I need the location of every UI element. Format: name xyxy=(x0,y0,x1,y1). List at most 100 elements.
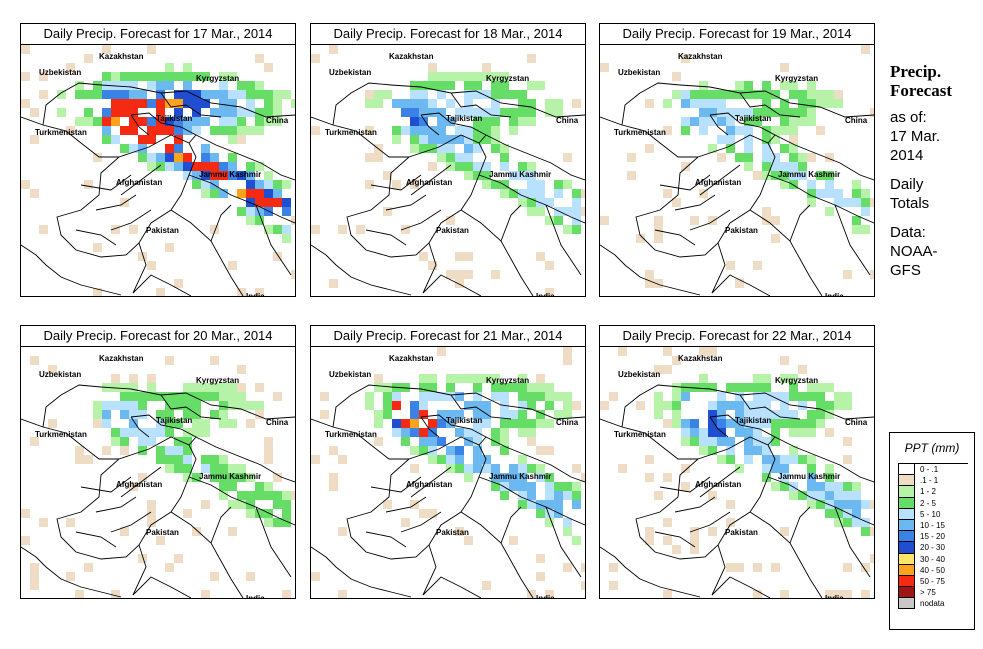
precip-cell xyxy=(428,108,437,117)
precip-cell xyxy=(455,446,464,455)
precip-cell xyxy=(428,144,437,153)
precip-cell xyxy=(120,126,129,135)
precip-cell xyxy=(491,144,500,153)
precip-cell xyxy=(518,473,527,482)
precip-cell xyxy=(663,590,672,598)
country-border xyxy=(711,209,823,296)
precip-cell xyxy=(717,437,726,446)
precip-cell xyxy=(807,198,816,207)
map-label-pakistan: Pakistan xyxy=(725,226,758,235)
precip-cell xyxy=(518,455,527,464)
precip-cell xyxy=(428,455,437,464)
precip-cell xyxy=(744,162,753,171)
precip-cell xyxy=(843,482,852,491)
precip-cell xyxy=(273,225,282,234)
country-border xyxy=(767,436,874,526)
precip-cell xyxy=(762,410,771,419)
precip-cell xyxy=(311,455,320,464)
precip-cell xyxy=(165,401,174,410)
precip-map: Kazakhstan Uzbekistan Kyrgyzstan Tajikistan… xyxy=(311,45,585,296)
precip-cell xyxy=(473,108,482,117)
precip-cell xyxy=(410,464,419,473)
forecast-panel: Daily Precip. Forecast for 20 Mar., 2014… xyxy=(20,325,296,599)
precip-cell xyxy=(210,473,219,482)
legend-label: 40 - 50 xyxy=(920,565,945,575)
precip-cell xyxy=(147,117,156,126)
precip-cell xyxy=(554,500,563,509)
precip-cell xyxy=(527,392,536,401)
precip-cell xyxy=(455,527,464,536)
precip-cell xyxy=(807,90,816,99)
precip-cell xyxy=(473,401,482,410)
country-border xyxy=(100,84,295,118)
precip-cell xyxy=(401,428,410,437)
precip-cell xyxy=(699,428,708,437)
precip-cell xyxy=(690,527,699,536)
precip-cell xyxy=(500,392,509,401)
precip-cell xyxy=(500,410,509,419)
precip-cell xyxy=(428,261,437,270)
precip-cell xyxy=(753,383,762,392)
precip-cell xyxy=(174,99,183,108)
precip-cell xyxy=(816,189,825,198)
precip-cell xyxy=(780,401,789,410)
precip-cell xyxy=(789,180,798,189)
precip-cell xyxy=(708,144,717,153)
precip-cell xyxy=(165,72,174,81)
precip-cell xyxy=(273,180,282,189)
precip-cell xyxy=(527,383,536,392)
precip-cell xyxy=(419,410,428,419)
map-label-jammu-kashmir: Jammu Kashmir xyxy=(778,472,840,481)
precip-cell xyxy=(147,392,156,401)
map-label-tajikistan: Tajikistan xyxy=(735,114,771,123)
precip-cell xyxy=(672,410,681,419)
precip-cell xyxy=(798,392,807,401)
precip-cell xyxy=(708,527,717,536)
precip-cell xyxy=(852,216,861,225)
precip-cell xyxy=(771,437,780,446)
precip-cell xyxy=(789,117,798,126)
precip-cell xyxy=(282,509,291,518)
country-border xyxy=(132,204,292,296)
forecast-panel: Daily Precip. Forecast for 19 Mar., 2014… xyxy=(599,23,875,297)
precip-cell xyxy=(780,108,789,117)
precip-cell xyxy=(129,108,138,117)
precip-cell xyxy=(201,72,210,81)
precip-cell xyxy=(102,117,111,126)
precip-cell xyxy=(518,171,527,180)
precip-cell xyxy=(563,527,572,536)
precip-cell xyxy=(500,437,509,446)
precip-cell xyxy=(527,162,536,171)
precip-cell xyxy=(183,72,192,81)
legend-swatch xyxy=(898,542,915,554)
precip-cell xyxy=(455,162,464,171)
precip-cell xyxy=(681,126,690,135)
precip-cell xyxy=(410,117,419,126)
map-label-uzbekistan: Uzbekistan xyxy=(39,68,81,77)
precip-cell xyxy=(329,473,338,482)
precip-cell xyxy=(138,446,147,455)
precip-cell xyxy=(147,162,156,171)
precip-cell xyxy=(753,563,762,572)
country-border xyxy=(188,134,295,224)
precip-cell xyxy=(437,135,446,144)
precip-cell xyxy=(807,81,816,90)
precip-cell xyxy=(428,135,437,144)
precip-cell xyxy=(780,374,789,383)
precip-cell xyxy=(708,419,717,428)
precip-cell xyxy=(273,117,282,126)
precip-cell xyxy=(464,153,473,162)
precip-cell xyxy=(165,392,174,401)
precip-cell xyxy=(654,401,663,410)
precip-cell xyxy=(228,473,237,482)
precip-cell xyxy=(825,180,834,189)
country-border xyxy=(390,386,585,420)
precip-cell xyxy=(437,108,446,117)
precip-cell xyxy=(572,536,581,545)
precip-cell xyxy=(419,99,428,108)
precip-cell xyxy=(780,482,789,491)
precip-cell xyxy=(446,99,455,108)
precip-cell xyxy=(228,527,237,536)
precip-cell xyxy=(156,455,165,464)
precip-cell xyxy=(464,99,473,108)
